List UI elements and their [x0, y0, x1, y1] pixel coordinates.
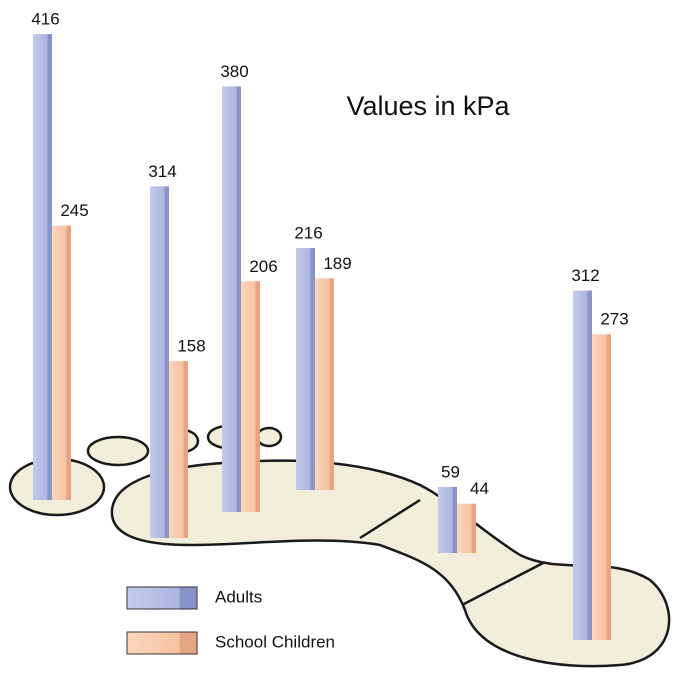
data-label: 312 [571, 266, 599, 285]
bar [457, 504, 476, 553]
data-label: 216 [294, 224, 322, 243]
foot [10, 426, 669, 666]
data-label: 245 [60, 201, 88, 220]
bar [573, 291, 592, 640]
legend-swatch [127, 632, 197, 654]
bar [296, 248, 315, 490]
data-label: 314 [148, 162, 176, 181]
data-label: 416 [31, 10, 59, 29]
legend-label: Adults [215, 587, 262, 606]
data-label: 273 [600, 310, 628, 329]
bar [315, 278, 334, 490]
data-label: 189 [323, 254, 351, 273]
bar [169, 361, 188, 538]
bar [150, 186, 169, 538]
legend-swatch [127, 587, 197, 609]
bar [222, 86, 241, 512]
toe [88, 437, 148, 465]
bar [241, 281, 260, 512]
data-label: 158 [177, 337, 205, 356]
chart-title: Values in kPa [346, 91, 510, 121]
data-label: 206 [249, 257, 277, 276]
toe [257, 428, 281, 446]
bar [438, 487, 457, 553]
bar [52, 226, 71, 500]
bar [592, 334, 611, 640]
legend-label: School Children [215, 632, 335, 651]
chart: Values in kPa Adults School Children 416… [0, 0, 680, 682]
data-label: 44 [470, 479, 489, 498]
bar [33, 34, 52, 500]
data-label: 380 [220, 62, 248, 81]
data-label: 59 [441, 462, 460, 481]
